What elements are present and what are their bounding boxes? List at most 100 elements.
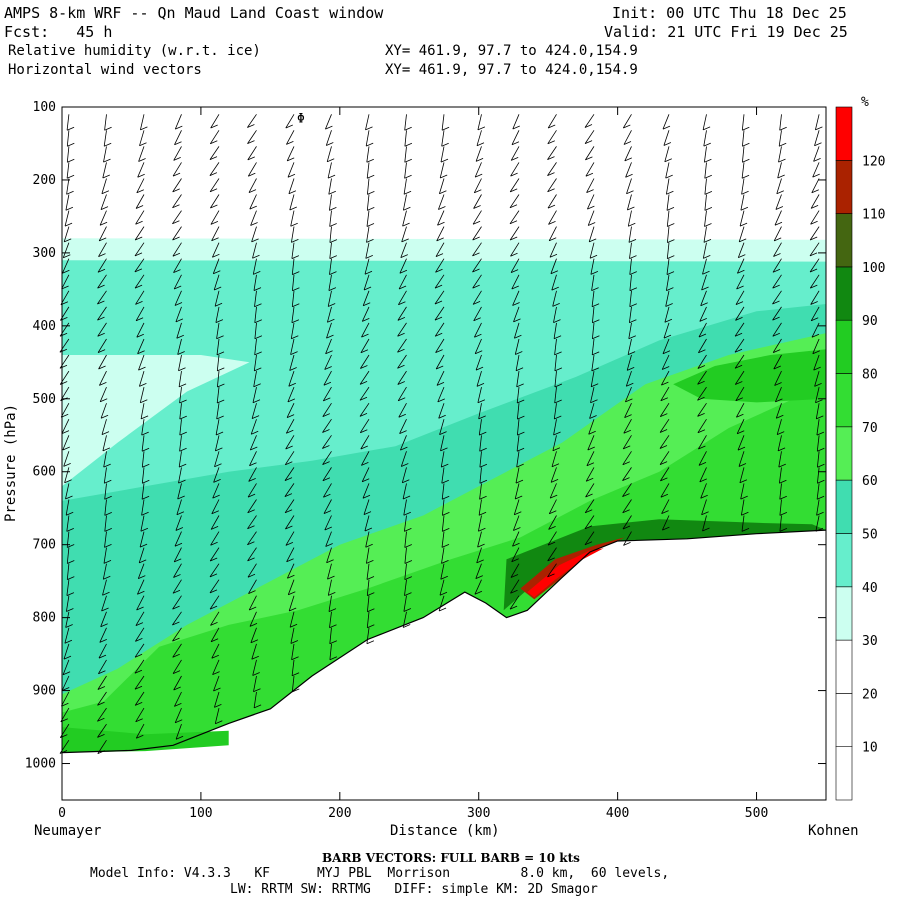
wind-barb: [622, 499, 632, 514]
wind-barb-feather: [247, 557, 255, 562]
wind-barb-feather: [627, 351, 636, 355]
wind-barb: [172, 242, 182, 257]
wind-barb: [209, 547, 220, 562]
wind-barb: [514, 483, 520, 500]
wind-barb-feather: [622, 477, 630, 481]
wind-barb-feather: [584, 124, 593, 128]
wind-barb: [288, 595, 295, 612]
wind-barb-feather: [66, 126, 75, 131]
wind-barb: [248, 467, 257, 482]
wind-barb: [591, 274, 595, 291]
wind-barb-feather: [740, 495, 748, 500]
wind-barb-feather: [441, 479, 449, 484]
wind-barb: [217, 371, 220, 388]
wind-barb: [249, 611, 257, 627]
wind-barb-feather: [101, 431, 110, 435]
wind-barb-feather: [102, 591, 110, 596]
wind-barb-feather: [779, 495, 787, 500]
wind-barb: [251, 643, 257, 660]
wind-barb: [440, 563, 445, 580]
wind-barb: [66, 595, 70, 612]
wind-barb: [741, 114, 745, 131]
wind-barb-feather: [329, 624, 337, 629]
wind-barb: [322, 435, 332, 449]
wind-barb: [97, 290, 107, 305]
wind-barb-feather: [815, 126, 823, 131]
wind-barb-feather: [359, 381, 368, 385]
wind-barb: [362, 483, 370, 499]
wind-barb-feather: [97, 701, 105, 706]
wind-barb-feather: [135, 718, 143, 723]
wind-barb: [403, 194, 407, 211]
wind-barb: [435, 354, 445, 370]
wind-barb: [209, 595, 220, 610]
wind-barb: [291, 242, 295, 259]
wind-barb: [252, 258, 257, 275]
wind-barb: [629, 242, 632, 259]
wind-barb: [103, 547, 107, 564]
wind-barb: [778, 451, 782, 468]
wind-barb-feather: [172, 220, 180, 225]
wind-barb-feather: [253, 287, 262, 291]
wind-barb-feather: [210, 541, 218, 546]
wind-barb-feather: [584, 525, 593, 530]
wind-barb-feather: [510, 589, 518, 594]
wind-barb: [176, 499, 182, 515]
wind-barb: [548, 226, 557, 241]
wind-barb-feather: [61, 430, 70, 434]
wind-barb: [291, 290, 295, 307]
wind-barb: [702, 114, 707, 130]
wind-barb-feather: [813, 366, 821, 371]
wind-barb-feather: [322, 477, 331, 482]
wind-barb: [367, 178, 370, 195]
wind-barb: [815, 114, 820, 130]
wind-barb: [215, 435, 220, 451]
wind-barb-feather: [626, 382, 634, 387]
wind-barb: [63, 226, 70, 243]
wind-barb: [214, 290, 220, 307]
wind-barb-feather: [439, 591, 448, 596]
wind-barb-feather: [588, 430, 596, 435]
wind-barb: [698, 338, 707, 353]
wind-barb-feather: [475, 350, 483, 355]
wind-barb: [97, 258, 107, 273]
wind-barb-feather: [100, 414, 109, 419]
wind-barb: [285, 515, 295, 530]
wind-barb-feather: [516, 447, 525, 452]
wind-barb: [697, 418, 707, 433]
wind-barb-feather: [285, 525, 293, 530]
wind-barb-feather: [438, 607, 447, 612]
wind-barb: [359, 370, 370, 385]
wind-barb-feather: [809, 268, 818, 273]
wind-barb: [550, 258, 557, 274]
wind-barb-feather: [104, 528, 112, 532]
wind-barb: [437, 210, 445, 226]
wind-barb-feather: [360, 445, 368, 450]
wind-barb-feather: [172, 637, 180, 642]
wind-barb-feather: [552, 447, 561, 452]
wind-barb-feather: [777, 447, 786, 452]
wind-barb: [329, 258, 332, 275]
colorbar-box: [835, 586, 853, 641]
wind-barb-feather: [815, 399, 823, 404]
wind-barb: [472, 242, 482, 257]
wind-barb-feather: [137, 350, 145, 355]
wind-barb: [172, 579, 182, 594]
wind-barb-feather: [772, 300, 780, 305]
wind-barb-feather: [327, 158, 335, 163]
wind-barb: [472, 226, 482, 241]
wind-barb-feather: [779, 512, 788, 516]
wind-barb: [173, 258, 182, 273]
wind-barb: [741, 162, 745, 179]
wind-barb-feather: [66, 190, 74, 195]
wind-barb: [700, 290, 707, 306]
wind-barb-feather: [584, 541, 593, 546]
wind-barb: [288, 370, 295, 387]
wind-barb-feather: [553, 319, 561, 323]
wind-barb-feather: [586, 477, 594, 482]
wind-barb: [134, 659, 145, 674]
wind-barb-feather: [817, 479, 825, 484]
wind-barb: [61, 691, 70, 707]
wind-barb-feather: [66, 592, 75, 596]
wind-barb: [247, 515, 257, 529]
